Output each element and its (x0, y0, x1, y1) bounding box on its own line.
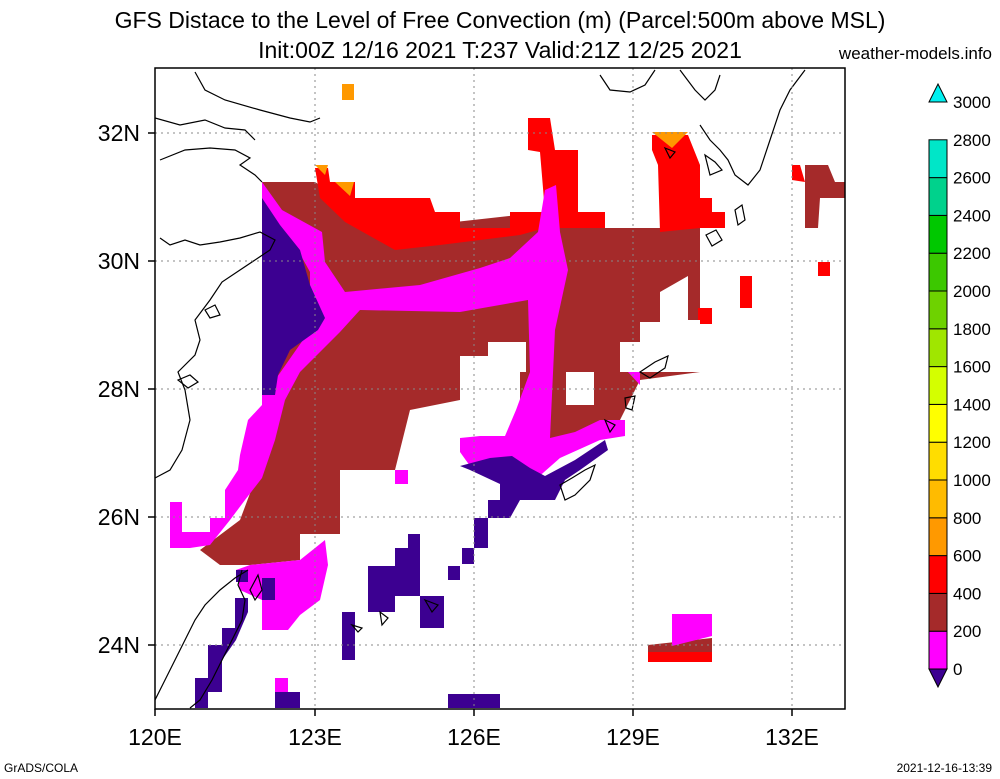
field-dark-south3 (342, 612, 355, 660)
lon-label-132: 132E (765, 724, 819, 750)
colorbar-label: 1000 (953, 471, 991, 490)
field-layer (155, 68, 845, 709)
colorbar-segment (928, 592, 948, 632)
field-red-se (648, 652, 712, 662)
colorbar-label: 400 (953, 584, 981, 603)
colorbar-segment (928, 290, 948, 330)
field-dark-bottom (448, 694, 500, 708)
colorbar-label: 800 (953, 509, 981, 528)
field-dark-east (460, 440, 608, 518)
colorbar: 0 200 400 600 800 1000 1200 1400 1600 1800 2000 220… (928, 82, 991, 689)
field-orange-4 (315, 165, 328, 175)
field-dark-south5 (462, 548, 474, 564)
colorbar-label: 0 (953, 660, 962, 679)
colorbar-segment (928, 177, 948, 216)
field-orange-1 (342, 84, 354, 100)
field-dark-tw (195, 598, 248, 708)
chart-title-line1: GFS Distace to the Level of Free Convect… (114, 7, 886, 33)
colorbar-segment (928, 630, 948, 670)
field-gap-3 (460, 342, 526, 400)
colorbar-segment (928, 139, 948, 179)
field-magenta-4 (628, 372, 640, 385)
colorbar-segment (928, 328, 948, 368)
coastlines (155, 69, 806, 709)
field-magenta-south (236, 540, 328, 630)
colorbar-label: 2600 (953, 169, 991, 188)
colorbar-segment (928, 517, 948, 557)
colorbar-label: 2400 (953, 206, 991, 225)
colorbar-segment (928, 555, 948, 594)
lon-label-129: 129E (606, 724, 660, 750)
lat-label-28: 28N (98, 376, 140, 402)
colorbar-segment (928, 214, 948, 254)
colorbar-label: 1800 (953, 320, 991, 339)
field-dark-west (262, 198, 325, 395)
colorbar-max-arrow (928, 82, 948, 103)
colorbar-segment (928, 403, 948, 443)
lon-label-126: 126E (447, 724, 501, 750)
lon-label-123: 123E (288, 724, 342, 750)
field-dark-south1 (368, 534, 420, 612)
colorbar-segment (928, 366, 948, 405)
colorbar-label: 2000 (953, 282, 991, 301)
field-magenta-se (672, 614, 712, 646)
field-dark-south4 (448, 566, 460, 580)
colorbar-label: 1200 (953, 433, 991, 452)
footer-timestamp: 2021-12-16-13:39 (896, 761, 992, 775)
lat-label-26: 26N (98, 504, 140, 530)
colorbar-label: 600 (953, 547, 981, 566)
footer-credit: GrADS/COLA (4, 761, 79, 775)
colorbar-label: 1400 (953, 395, 991, 414)
field-red-north (315, 118, 605, 250)
lat-label-32: 32N (98, 120, 140, 146)
colorbar-segment (928, 441, 948, 481)
site-credit: weather-models.info (838, 44, 992, 63)
field-dark-w2 (262, 578, 275, 600)
field-orange-2 (652, 132, 688, 148)
field-dark-bottom2 (275, 692, 300, 708)
colorbar-label: 2200 (953, 244, 991, 263)
field-gap-2 (566, 372, 594, 405)
lat-label-24: 24N (98, 632, 140, 658)
axis-ticks (148, 132, 793, 716)
field-orange-3 (335, 182, 354, 196)
colorbar-segment (928, 252, 948, 292)
colorbar-segment (928, 479, 948, 519)
field-dark-south6 (474, 518, 488, 548)
chart-title-line2: Init:00Z 12/16 2021 T:237 Valid:21Z 12/2… (258, 37, 742, 63)
lon-label-120: 120E (128, 724, 182, 750)
field-red-spot3 (698, 308, 712, 324)
colorbar-label: 1600 (953, 358, 991, 377)
lat-label-30: 30N (98, 248, 140, 274)
graticule (155, 68, 845, 709)
field-magenta-3 (275, 678, 288, 692)
field-red-east2 (792, 165, 805, 182)
field-brown-east (805, 165, 845, 228)
field-red-spot1 (818, 262, 830, 276)
colorbar-label: 2800 (953, 131, 991, 150)
colorbar-label: 3000 (953, 93, 991, 112)
colorbar-min-arrow (928, 668, 948, 689)
field-red-ne (652, 135, 725, 232)
field-magenta-2 (395, 470, 408, 484)
field-gap-1 (620, 276, 700, 372)
field-red-spot2 (740, 276, 752, 308)
colorbar-label: 200 (953, 622, 981, 641)
